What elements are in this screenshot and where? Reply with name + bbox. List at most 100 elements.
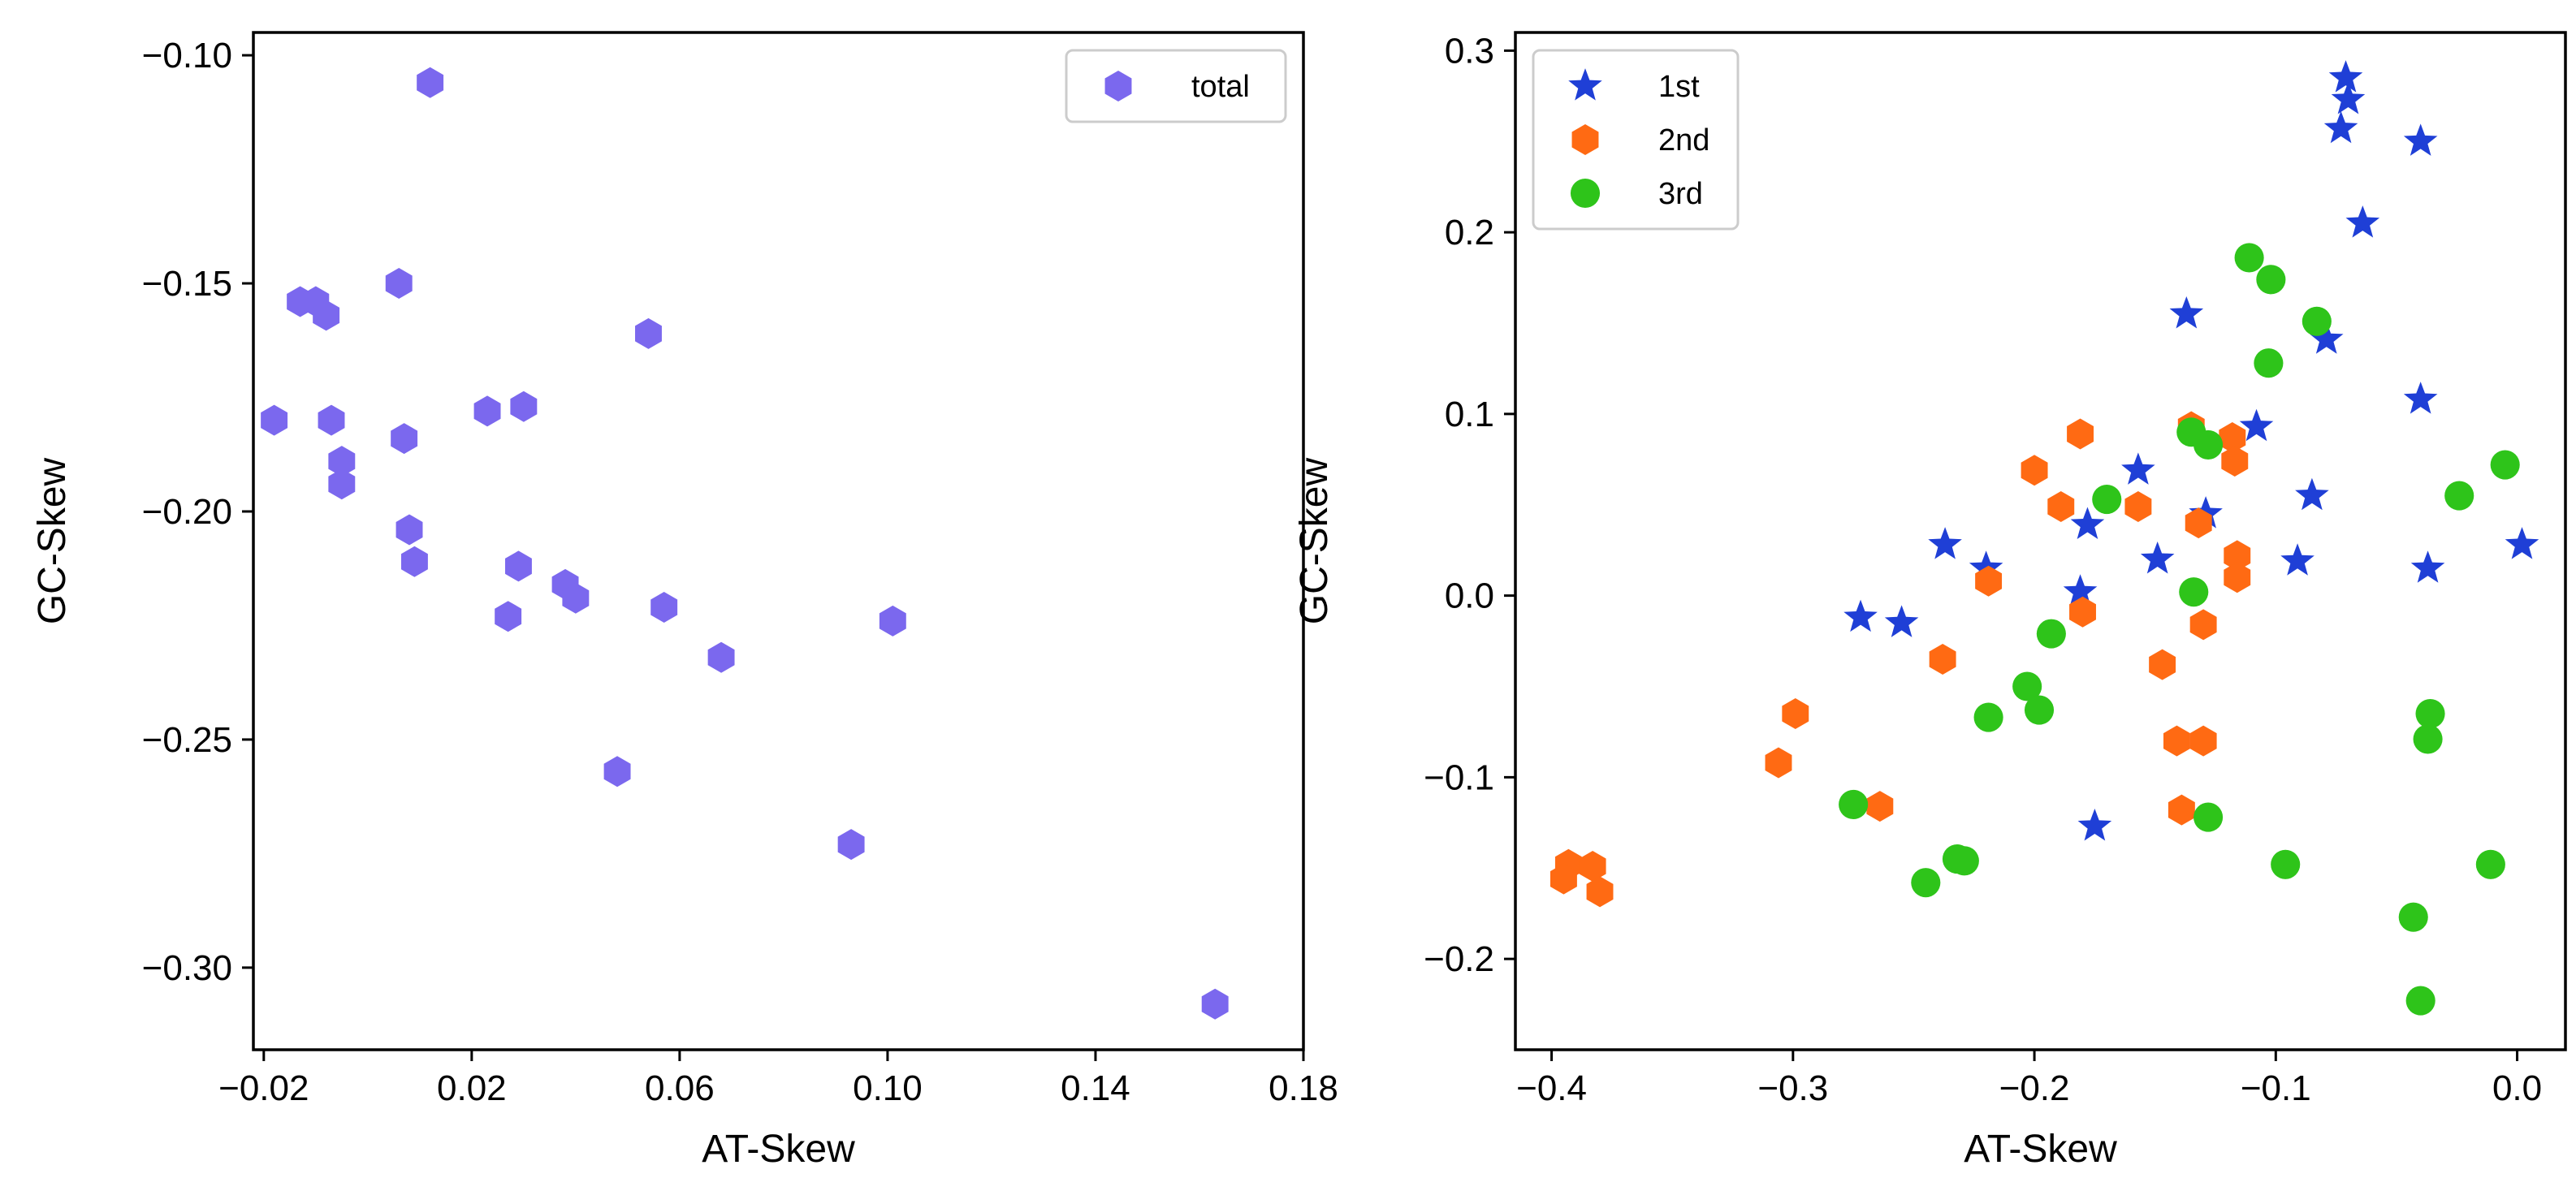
data-point bbox=[2444, 481, 2474, 511]
data-point bbox=[2295, 477, 2329, 511]
data-point bbox=[1586, 876, 1614, 908]
data-point bbox=[2092, 484, 2122, 515]
data-point bbox=[2185, 507, 2212, 539]
data-point bbox=[328, 446, 356, 477]
data-point bbox=[2012, 671, 2042, 701]
data-point bbox=[495, 601, 522, 632]
x-tick-label: 0.06 bbox=[645, 1068, 715, 1108]
data-point bbox=[1969, 550, 2003, 583]
x-tick-label: 0.0 bbox=[2492, 1068, 2542, 1108]
data-point bbox=[2413, 724, 2443, 754]
x-axis-label: AT-Skew bbox=[1964, 1128, 2117, 1171]
x-tick-label: 0.14 bbox=[1061, 1068, 1130, 1108]
data-point bbox=[1928, 527, 1962, 559]
legend-label: total bbox=[1191, 70, 1250, 104]
x-tick-label: 0.10 bbox=[853, 1068, 923, 1108]
legend-marker bbox=[1568, 68, 1602, 101]
data-point bbox=[2415, 699, 2445, 729]
data-point bbox=[2505, 527, 2539, 559]
data-point bbox=[2024, 695, 2055, 725]
y-tick-label: −0.15 bbox=[142, 264, 232, 304]
data-point bbox=[2193, 429, 2224, 460]
data-point bbox=[1911, 868, 1941, 898]
y-tick-label: 0.0 bbox=[1445, 576, 1494, 616]
data-point bbox=[635, 317, 662, 349]
y-tick-label: −0.1 bbox=[1424, 757, 1494, 797]
data-point bbox=[2254, 348, 2284, 378]
data-point bbox=[2193, 802, 2224, 832]
data-point bbox=[2070, 507, 2105, 540]
data-point bbox=[505, 550, 532, 582]
x-tick-label: −0.3 bbox=[1757, 1068, 1828, 1108]
data-point bbox=[2403, 382, 2438, 414]
data-point bbox=[2163, 725, 2190, 757]
data-point bbox=[2121, 452, 2155, 485]
data-point bbox=[2271, 849, 2301, 879]
data-point bbox=[2398, 902, 2428, 932]
data-point bbox=[2224, 540, 2251, 572]
legend-marker bbox=[1571, 124, 1599, 155]
data-point bbox=[2224, 562, 2251, 593]
legend-marker bbox=[1104, 71, 1132, 101]
data-point bbox=[2067, 418, 2094, 450]
plot-frame bbox=[1514, 31, 2567, 1051]
data-point bbox=[1973, 702, 2003, 732]
data-point bbox=[1579, 851, 1606, 883]
data-point bbox=[328, 468, 356, 500]
data-point bbox=[2345, 205, 2380, 238]
legend-label: 2nd bbox=[1658, 123, 1709, 158]
data-point bbox=[2302, 306, 2332, 336]
x-tick-label: 0.18 bbox=[1269, 1068, 1338, 1108]
data-point bbox=[2168, 794, 2195, 826]
data-point bbox=[1949, 846, 1979, 876]
y-axis-label: GC-Skew bbox=[1293, 457, 1336, 624]
data-point bbox=[2179, 577, 2209, 607]
legend: total bbox=[1065, 49, 1287, 123]
x-tick-label: −0.2 bbox=[1999, 1068, 2070, 1108]
data-point bbox=[707, 641, 735, 673]
data-point bbox=[603, 756, 631, 788]
y-tick-label: −0.2 bbox=[1424, 939, 1494, 979]
data-point bbox=[2328, 60, 2363, 93]
y-tick-label: −0.20 bbox=[142, 492, 232, 532]
legend-item-2nd: 2nd bbox=[1571, 123, 1709, 158]
data-point bbox=[2169, 296, 2204, 329]
data-point bbox=[1975, 565, 2003, 597]
data-point bbox=[2149, 649, 2176, 680]
data-point bbox=[2309, 321, 2344, 354]
y-tick-label: 0.2 bbox=[1445, 213, 1494, 252]
legend-item-total: total bbox=[1104, 70, 1250, 104]
series-2nd bbox=[1549, 411, 2251, 908]
data-point bbox=[2063, 574, 2098, 606]
y-tick-label: −0.30 bbox=[142, 948, 232, 988]
data-point bbox=[2403, 123, 2438, 156]
data-point bbox=[2047, 490, 2075, 522]
data-point bbox=[417, 67, 444, 98]
data-point bbox=[2410, 550, 2445, 583]
data-point bbox=[2189, 609, 2217, 641]
data-point bbox=[261, 404, 288, 436]
data-point bbox=[473, 395, 501, 427]
data-point bbox=[1782, 698, 1809, 730]
data-point bbox=[385, 268, 413, 300]
x-axis-label: AT-Skew bbox=[702, 1128, 855, 1171]
series-total bbox=[261, 67, 1229, 1020]
data-point bbox=[2280, 543, 2315, 576]
data-points bbox=[1549, 60, 2539, 1016]
data-point bbox=[395, 514, 423, 546]
data-point bbox=[2021, 455, 2048, 486]
data-point bbox=[1201, 988, 1229, 1020]
x-tick-label: −0.02 bbox=[218, 1068, 309, 1108]
data-point bbox=[1549, 863, 1577, 895]
data-point bbox=[2036, 619, 2066, 649]
data-point bbox=[1839, 789, 1869, 819]
data-point bbox=[1843, 599, 1878, 632]
data-point bbox=[1866, 791, 1894, 822]
data-point bbox=[2124, 490, 2152, 522]
data-point bbox=[2219, 421, 2246, 453]
data-point bbox=[2405, 986, 2436, 1016]
data-point bbox=[837, 829, 865, 861]
data-point bbox=[2221, 446, 2249, 477]
y-axis-label: GC-Skew bbox=[31, 457, 74, 624]
